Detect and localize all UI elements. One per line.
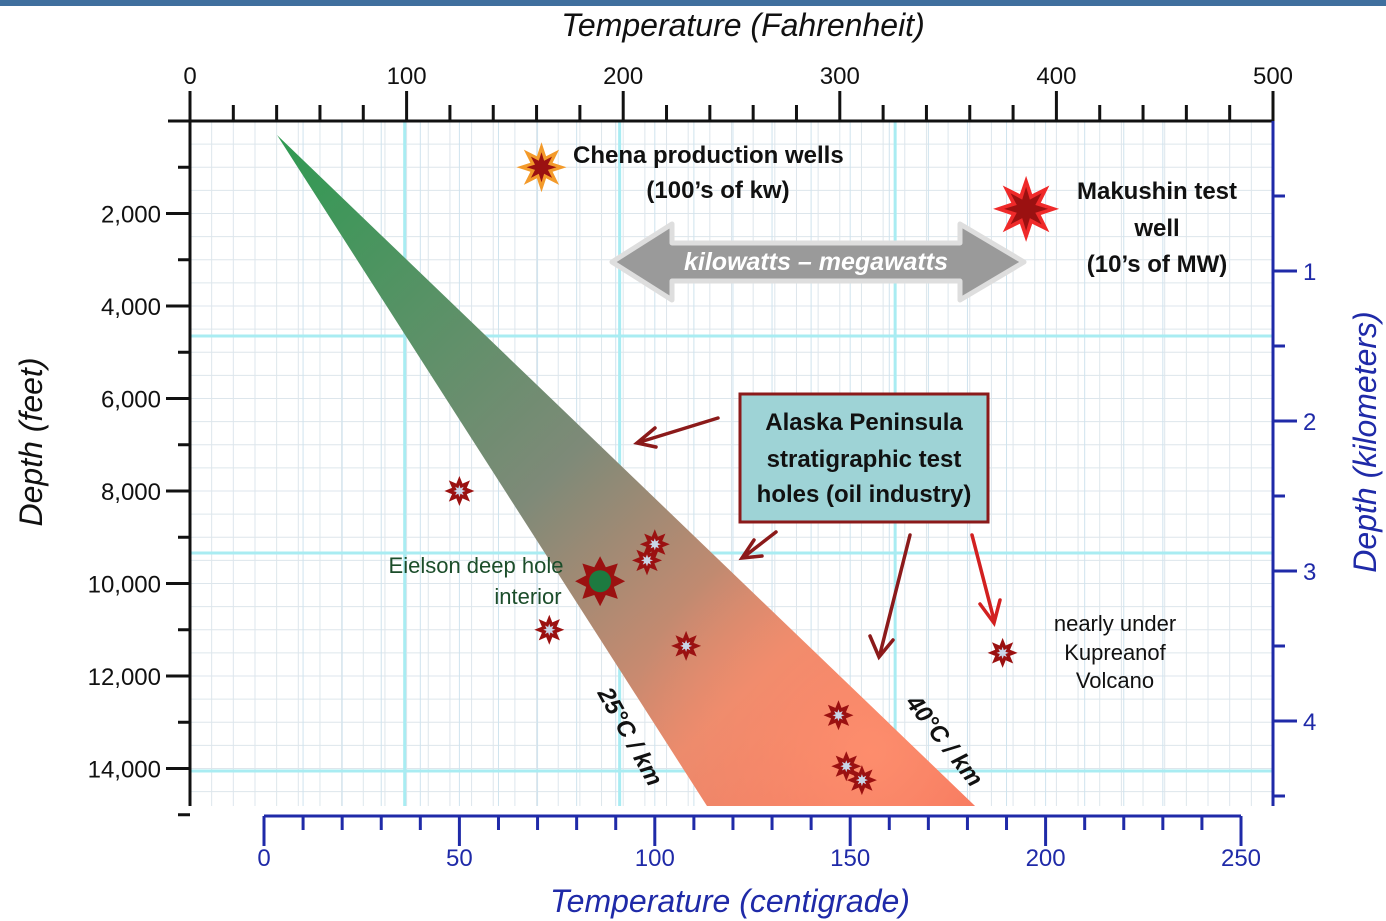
- makushin-star-marker-core: [1004, 186, 1049, 231]
- test-hole-star-marker-core: [648, 538, 661, 551]
- top-axis-tick-label: 0: [183, 63, 196, 90]
- bottom-axis-tick-label: 100: [635, 845, 675, 872]
- left-axis-tick-label: 6,000: [101, 387, 161, 414]
- chart-axes: 0 100 200 300 400 5002,0004,0006,0008,00010,0…: [88, 63, 1317, 872]
- bottom-axis-title: Temperature (centigrade): [550, 883, 910, 919]
- right-axis-tick-label: 4: [1303, 709, 1316, 736]
- test-hole-star-marker-core: [680, 639, 693, 652]
- makushin-label-line-1: Makushin test: [1077, 178, 1237, 205]
- kupreanof-label-line-3: Volcano: [1076, 668, 1154, 693]
- top-axis-title: Temperature (Fahrenheit): [561, 7, 924, 43]
- callout-arrow-left: [633, 416, 720, 449]
- bottom-axis-tick-label: 50: [446, 845, 473, 872]
- eielson-label-line-1: Eielson deep hole: [389, 553, 564, 578]
- gradient-band-glow: [277, 135, 975, 806]
- chena-star-marker-core: [526, 152, 557, 183]
- test-hole-star-marker-core: [832, 709, 845, 722]
- callout-arrows: [633, 416, 1002, 661]
- right-axis-title: Depth (kilometers): [1347, 311, 1383, 572]
- right-axis-tick-label: 3: [1303, 559, 1316, 586]
- left-axis-tick-label: 12,000: [88, 664, 161, 691]
- chena-label-line-1: Chena production wells: [573, 142, 844, 169]
- makushin-label-line-2: well: [1133, 215, 1179, 242]
- callout-arrow-down: [868, 533, 912, 661]
- alaska-line-1: Alaska Peninsula: [765, 409, 963, 436]
- test-hole-star-marker-core: [996, 646, 1009, 659]
- eielson-star-marker-core: [589, 570, 612, 593]
- test-hole-star-marker-core: [840, 760, 853, 773]
- left-axis-tick-label: 4,000: [101, 294, 161, 321]
- top-axis-tick-label: 200: [603, 63, 643, 90]
- kupreanof-label-line-2: Kupreanof: [1064, 640, 1166, 665]
- test-hole-star-marker-core: [543, 623, 556, 636]
- alaska-line-2: stratigraphic test: [767, 446, 962, 473]
- top-axis-tick-label: 500: [1253, 63, 1293, 90]
- chena-label-line-2: (100’s of kw): [646, 177, 789, 204]
- bottom-axis-tick-label: 0: [257, 845, 270, 872]
- right-axis-tick-label: 2: [1303, 409, 1316, 436]
- range-arrow-label: kilowatts – megawatts: [684, 248, 948, 276]
- bottom-axis-tick-label: 150: [830, 845, 870, 872]
- left-axis-tick-label: 8,000: [101, 479, 161, 506]
- window-top-bar: [0, 0, 1386, 6]
- callout-arrow-down-left: [738, 530, 778, 561]
- top-axis-tick-label: 100: [387, 63, 427, 90]
- test-hole-star-marker-core: [855, 774, 868, 787]
- kupreanof-label-line-1: nearly under: [1054, 611, 1176, 636]
- data-points: [444, 142, 1060, 796]
- left-axis-tick-label: 14,000: [88, 757, 161, 784]
- alaska-peninsula-callout: Alaska Peninsula stratigraphic test hole…: [738, 392, 990, 524]
- kilowatts-megawatts-arrow: kilowatts – megawatts: [609, 221, 1027, 303]
- test-hole-star-marker-core: [453, 485, 466, 497]
- left-axis-tick-label: 10,000: [88, 572, 161, 599]
- makushin-label-line-3: (10’s of MW): [1087, 251, 1227, 278]
- right-axis-tick-label: 1: [1303, 259, 1316, 286]
- eielson-label-line-2: interior: [494, 584, 561, 609]
- callout-arrow-kupreanof: [970, 533, 1002, 627]
- left-axis-title: Depth (feet): [13, 358, 49, 527]
- top-axis-tick-label: 400: [1036, 63, 1076, 90]
- alaska-line-3: holes (oil industry): [757, 481, 972, 508]
- bottom-axis-tick-label: 200: [1026, 845, 1066, 872]
- left-axis-tick-label: 2,000: [101, 202, 161, 229]
- bottom-axis-tick-label: 250: [1221, 845, 1261, 872]
- top-axis-tick-label: 300: [820, 63, 860, 90]
- test-hole-star-marker-core: [641, 554, 653, 567]
